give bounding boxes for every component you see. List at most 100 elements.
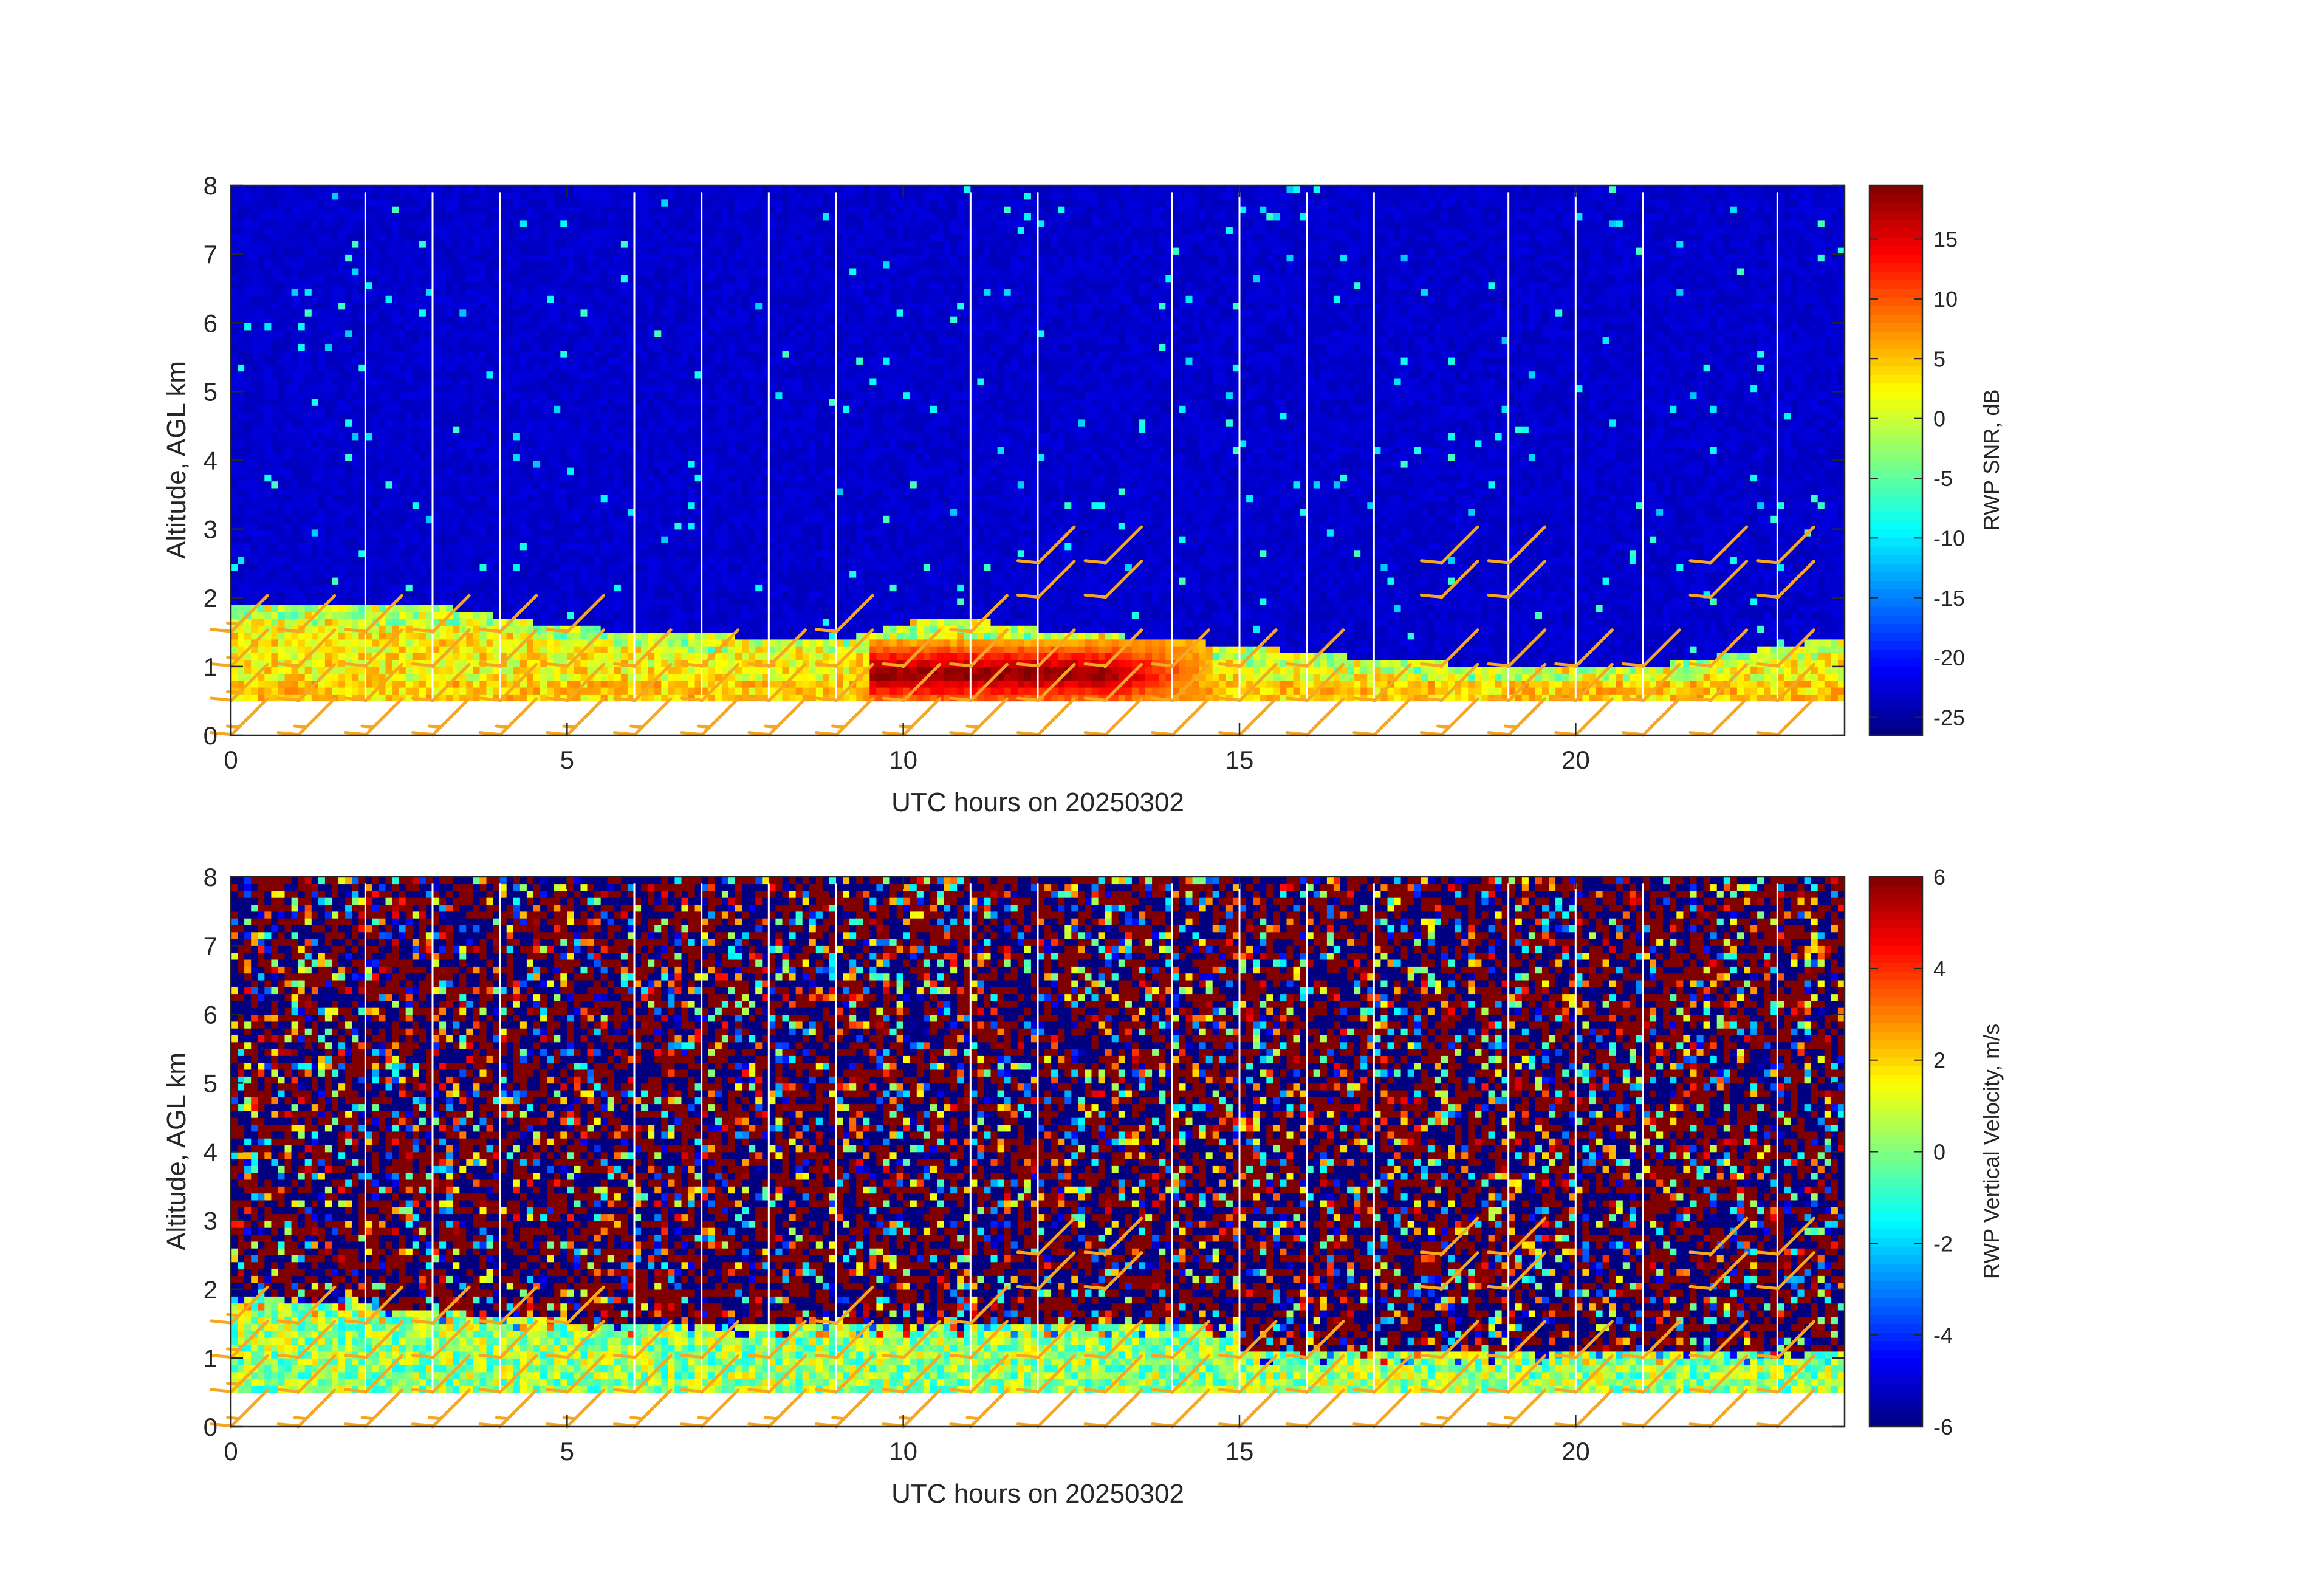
heatmap-cell bbox=[459, 302, 467, 309]
heatmap-cell bbox=[439, 426, 447, 433]
heatmap-cell bbox=[453, 261, 460, 268]
heatmap-cell bbox=[621, 378, 628, 385]
heatmap-cell bbox=[507, 364, 514, 371]
heatmap-cell bbox=[238, 378, 245, 385]
heatmap-cell bbox=[298, 227, 306, 234]
heatmap-cell bbox=[594, 268, 602, 275]
heatmap-cell bbox=[513, 419, 521, 427]
heatmap-cell bbox=[345, 295, 352, 303]
heatmap-cell bbox=[453, 536, 460, 543]
heatmap-cell bbox=[439, 571, 447, 578]
heatmap-cell bbox=[365, 185, 372, 193]
heatmap-cell bbox=[305, 261, 312, 268]
heatmap-cell bbox=[500, 192, 507, 199]
heatmap-cell bbox=[406, 233, 413, 241]
heatmap-cell bbox=[466, 639, 473, 647]
heatmap-cell bbox=[392, 584, 400, 591]
heatmap-cell bbox=[338, 619, 346, 626]
heatmap-cell bbox=[399, 681, 406, 688]
heatmap-cell bbox=[258, 281, 265, 289]
heatmap-cell bbox=[244, 378, 252, 385]
heatmap-cell bbox=[487, 220, 494, 227]
heatmap-cell bbox=[601, 351, 608, 358]
heatmap-cell bbox=[318, 563, 326, 571]
heatmap-cell bbox=[278, 206, 286, 213]
heatmap-cell bbox=[581, 309, 588, 317]
heatmap-cell bbox=[567, 247, 574, 255]
heatmap-cell bbox=[345, 399, 352, 406]
heatmap-cell bbox=[338, 371, 346, 378]
heatmap-cell bbox=[446, 632, 453, 639]
heatmap-cell bbox=[540, 563, 547, 571]
heatmap-cell bbox=[608, 385, 615, 392]
heatmap-cell bbox=[379, 323, 386, 330]
heatmap-cell bbox=[614, 364, 622, 371]
heatmap-cell bbox=[554, 447, 561, 454]
heatmap-cell bbox=[674, 550, 682, 557]
heatmap-cell bbox=[365, 501, 372, 509]
heatmap-cell bbox=[238, 419, 245, 427]
heatmap-cell bbox=[466, 557, 473, 564]
heatmap-cell bbox=[648, 529, 655, 537]
heatmap-cell bbox=[473, 543, 480, 550]
heatmap-cell bbox=[238, 543, 245, 550]
heatmap-cell bbox=[238, 302, 245, 309]
heatmap-cell bbox=[601, 233, 608, 241]
heatmap-cell bbox=[446, 343, 453, 351]
heatmap-cell bbox=[473, 233, 480, 241]
heatmap-cell bbox=[372, 474, 379, 481]
heatmap-cell bbox=[621, 371, 628, 378]
heatmap-cell bbox=[419, 275, 427, 282]
heatmap-cell bbox=[581, 563, 588, 571]
heatmap-cell bbox=[581, 461, 588, 468]
heatmap-cell bbox=[352, 254, 359, 261]
heatmap-cell bbox=[312, 501, 319, 509]
heatmap-cell bbox=[641, 571, 648, 578]
heatmap-cell bbox=[641, 405, 648, 413]
heatmap-cell bbox=[513, 247, 521, 255]
heatmap-cell bbox=[507, 405, 514, 413]
heatmap-cell bbox=[574, 591, 581, 598]
heatmap-cell bbox=[661, 254, 668, 261]
heatmap-cell bbox=[567, 495, 574, 502]
heatmap-cell bbox=[419, 199, 427, 207]
heatmap-cell bbox=[298, 254, 306, 261]
heatmap-cell bbox=[338, 227, 346, 234]
heatmap-cell bbox=[487, 632, 494, 639]
heatmap-cell bbox=[352, 419, 359, 427]
heatmap-cell bbox=[312, 481, 319, 488]
heatmap-cell bbox=[459, 536, 467, 543]
heatmap-cell bbox=[560, 611, 567, 619]
heatmap-cell bbox=[608, 199, 615, 207]
heatmap-cell bbox=[480, 295, 487, 303]
heatmap-cell bbox=[560, 653, 567, 660]
heatmap-cell bbox=[547, 577, 554, 585]
heatmap-cell bbox=[305, 598, 312, 605]
heatmap-cell bbox=[654, 254, 662, 261]
heatmap-cell bbox=[338, 192, 346, 199]
heatmap-cell bbox=[560, 571, 567, 578]
heatmap-cell bbox=[453, 220, 460, 227]
heatmap-cell bbox=[271, 495, 278, 502]
heatmap-cell bbox=[264, 619, 272, 626]
heatmap-cell bbox=[507, 419, 514, 427]
heatmap-cell bbox=[244, 481, 252, 488]
heatmap-cell bbox=[258, 309, 265, 317]
heatmap-cell bbox=[338, 571, 346, 578]
heatmap-cell bbox=[365, 495, 372, 502]
heatmap-cell bbox=[473, 371, 480, 378]
heatmap-cell bbox=[459, 440, 467, 447]
heatmap-cell bbox=[379, 399, 386, 406]
heatmap-cell bbox=[325, 343, 332, 351]
heatmap-cell bbox=[399, 399, 406, 406]
heatmap-cell bbox=[513, 481, 521, 488]
heatmap-cell bbox=[305, 571, 312, 578]
heatmap-cell bbox=[654, 275, 662, 282]
heatmap-cell bbox=[433, 488, 440, 495]
heatmap-cell bbox=[614, 440, 622, 447]
heatmap-cell bbox=[271, 474, 278, 481]
heatmap-cell bbox=[332, 233, 339, 241]
heatmap-cell bbox=[305, 467, 312, 475]
heatmap-cell bbox=[466, 611, 473, 619]
heatmap-cell bbox=[466, 550, 473, 557]
